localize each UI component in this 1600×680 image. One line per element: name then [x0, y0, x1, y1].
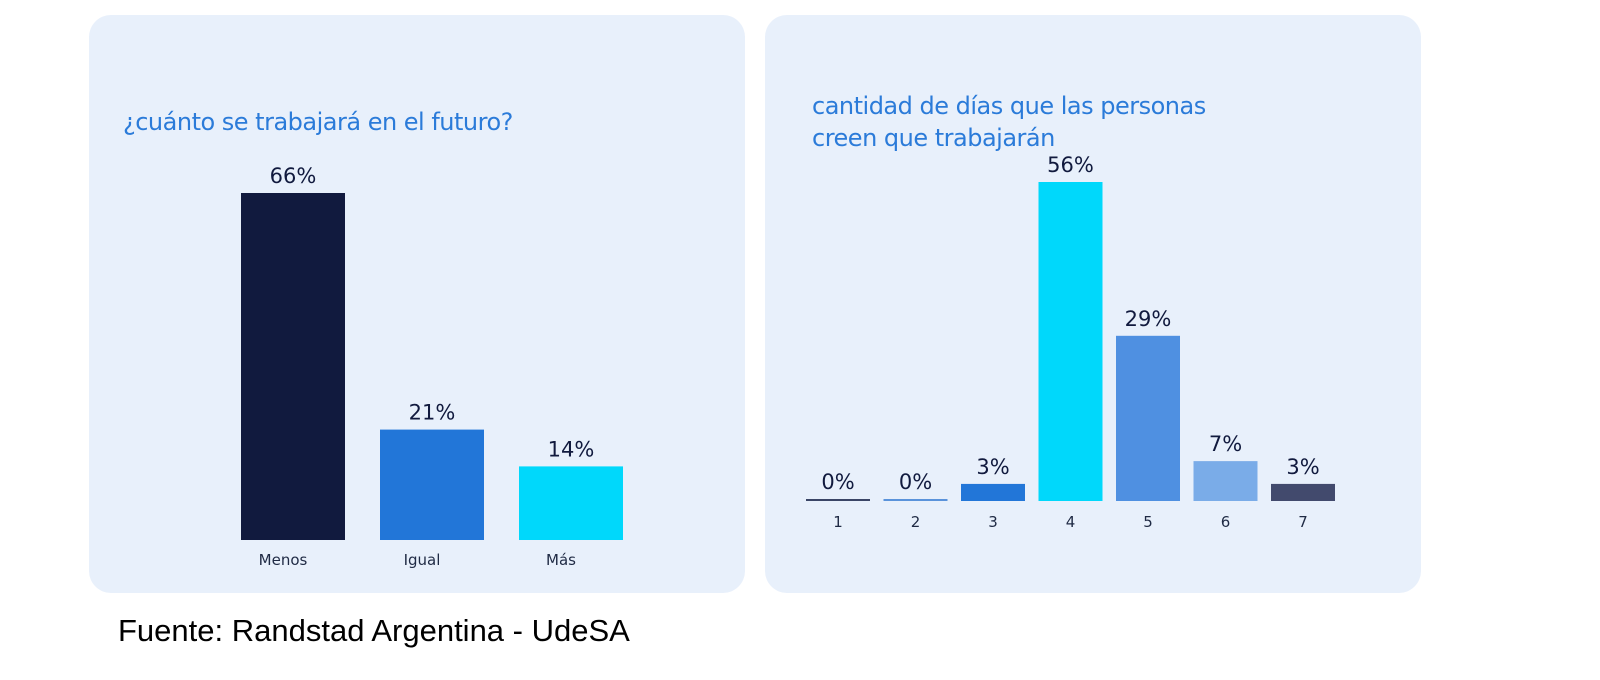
bar-5	[1116, 335, 1180, 501]
chart-panel-future-work: ¿cuánto se trabajará en el futuro? 66% Me…	[89, 15, 745, 593]
bar-2	[883, 499, 948, 501]
bar-3	[961, 483, 1025, 501]
category-tick-label: 2	[911, 513, 921, 531]
bar-chart-future-work: 66% Menos 21% Igual 14% Más	[241, 164, 623, 569]
category-tick-label: 6	[1221, 513, 1231, 531]
category-tick-label: Menos	[259, 551, 308, 569]
chart-title: ¿cuánto se trabajará en el futuro?	[123, 108, 513, 136]
category-tick-label: 1	[833, 513, 843, 531]
category-tick-label: 5	[1143, 513, 1153, 531]
bar-menos	[241, 193, 345, 540]
bar-4	[1038, 182, 1103, 501]
category-tick-label: Más	[546, 551, 576, 569]
bar-7	[1271, 483, 1335, 501]
bar-value-label: 56%	[1047, 153, 1094, 177]
category-tick-label: 7	[1298, 513, 1308, 531]
category-tick-label: Igual	[404, 551, 441, 569]
bar-value-label: 3%	[1286, 455, 1319, 479]
bar-value-label: 14%	[548, 437, 595, 461]
bar-value-label: 3%	[976, 455, 1009, 479]
bar-igual	[380, 429, 484, 540]
bar-value-label: 7%	[1209, 432, 1242, 456]
category-tick-label: 4	[1066, 513, 1076, 531]
bar-value-label: 21%	[409, 401, 456, 425]
bar-1	[806, 499, 870, 501]
chart-panel-workdays: cantidad de días que las personas creen …	[765, 15, 1421, 593]
source-note: Fuente: Randstad Argentina - UdeSA	[118, 613, 630, 648]
bar-6	[1193, 461, 1258, 501]
bar-value-label: 0%	[899, 470, 932, 494]
bar-chart-workdays: 0% 1 0% 2 3% 3 56% 4 29% 5 7% 6 3% 7	[806, 153, 1335, 531]
bar-value-label: 66%	[270, 164, 317, 188]
category-tick-label: 3	[988, 513, 998, 531]
chart-title: cantidad de días que las personas creen …	[812, 92, 1206, 152]
bar-value-label: 0%	[821, 470, 854, 494]
bar-value-label: 29%	[1125, 307, 1172, 331]
bar-m-s	[519, 466, 623, 540]
